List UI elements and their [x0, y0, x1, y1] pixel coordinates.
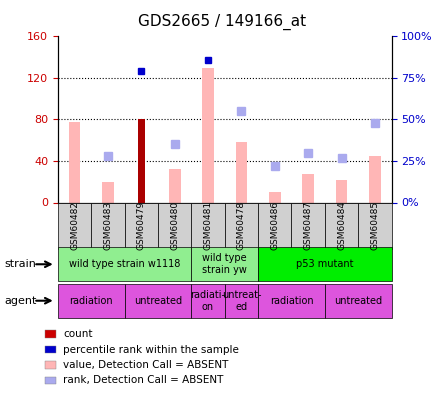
Text: radiati-
on: radiati- on: [190, 290, 226, 311]
Text: GDS2665 / 149166_at: GDS2665 / 149166_at: [138, 14, 307, 30]
Text: value, Detection Call = ABSENT: value, Detection Call = ABSENT: [63, 360, 229, 370]
Bar: [336, 180, 348, 202]
Bar: [138, 119, 145, 202]
Text: untreated: untreated: [134, 296, 182, 306]
Text: untreat-
ed: untreat- ed: [222, 290, 261, 311]
Text: percentile rank within the sample: percentile rank within the sample: [63, 345, 239, 354]
Text: radiation: radiation: [270, 296, 313, 306]
Text: GSM60487: GSM60487: [303, 201, 313, 250]
Text: strain: strain: [4, 259, 36, 269]
Bar: [69, 122, 81, 202]
Text: untreated: untreated: [334, 296, 382, 306]
Text: GSM60478: GSM60478: [237, 201, 246, 250]
Bar: [235, 142, 247, 202]
Text: GSM60479: GSM60479: [137, 201, 146, 250]
Text: p53 mutant: p53 mutant: [296, 259, 354, 269]
Text: GSM60483: GSM60483: [103, 201, 113, 250]
Bar: [269, 192, 281, 202]
Bar: [369, 156, 381, 202]
Text: GSM60485: GSM60485: [370, 201, 380, 250]
Text: rank, Detection Call = ABSENT: rank, Detection Call = ABSENT: [63, 375, 223, 385]
Text: GSM60486: GSM60486: [270, 201, 279, 250]
Bar: [169, 169, 181, 202]
Text: wild type
strain yw: wild type strain yw: [202, 254, 247, 275]
Bar: [202, 68, 214, 202]
Text: agent: agent: [4, 296, 37, 306]
Bar: [302, 175, 314, 202]
Text: GSM60482: GSM60482: [70, 201, 79, 250]
Bar: [102, 182, 114, 202]
Text: count: count: [63, 329, 93, 339]
Text: GSM60481: GSM60481: [203, 201, 213, 250]
Text: GSM60484: GSM60484: [337, 201, 346, 250]
Text: radiation: radiation: [69, 296, 113, 306]
Text: wild type strain w1118: wild type strain w1118: [69, 259, 180, 269]
Text: GSM60480: GSM60480: [170, 201, 179, 250]
